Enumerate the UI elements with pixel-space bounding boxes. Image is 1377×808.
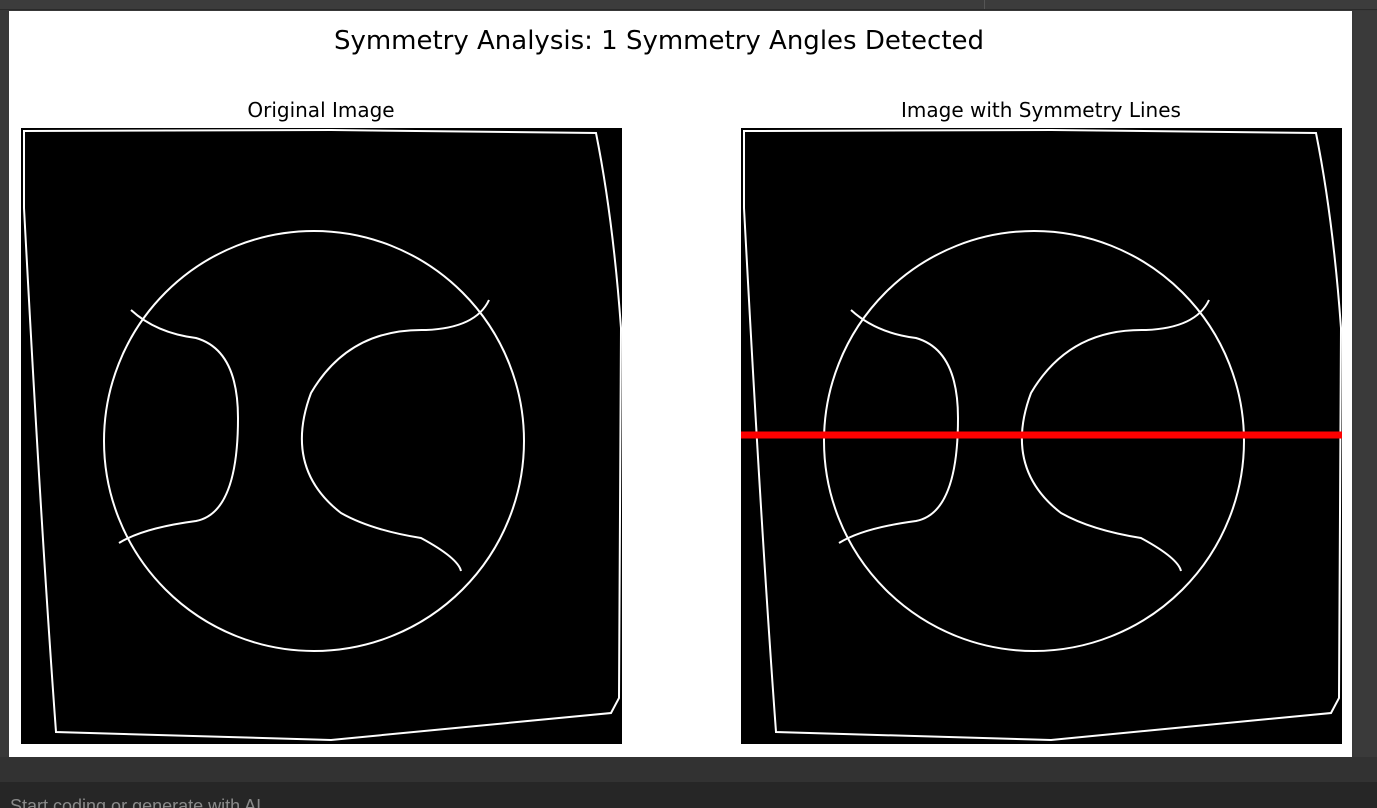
original-edge-image [23, 128, 622, 742]
cell-footer [0, 757, 1377, 782]
symmetry-image-title: Image with Symmetry Lines [901, 98, 1181, 122]
cell-output-area: Symmetry Analysis: 1 Symmetry Angles Det… [9, 11, 1352, 757]
top-bar-divider [984, 0, 985, 9]
code-input-placeholder: Start coding or generate with AI [10, 796, 262, 808]
edge-contours [743, 128, 1342, 742]
left-inner-curve [118, 309, 240, 544]
symmetry-edge-image [741, 128, 1342, 742]
right-inner-curve [1020, 299, 1210, 572]
code-input-area[interactable]: Start coding or generate with AI [0, 782, 1377, 808]
original-image-title: Original Image [247, 98, 395, 122]
edge-contours [23, 128, 622, 742]
original-image-panel [21, 128, 622, 744]
symmetry-image-panel [741, 128, 1342, 744]
circle-edge [823, 230, 1245, 652]
figure-title: Symmetry Analysis: 1 Symmetry Angles Det… [333, 26, 985, 56]
notebook-top-bar [0, 0, 1377, 10]
output-scroll-track[interactable] [1354, 11, 1377, 757]
right-inner-curve [300, 299, 490, 572]
outer-quadrilateral-edge [743, 128, 1342, 742]
left-inner-curve [838, 309, 960, 544]
circle-edge [103, 230, 525, 652]
outer-quadrilateral-edge [23, 128, 622, 742]
